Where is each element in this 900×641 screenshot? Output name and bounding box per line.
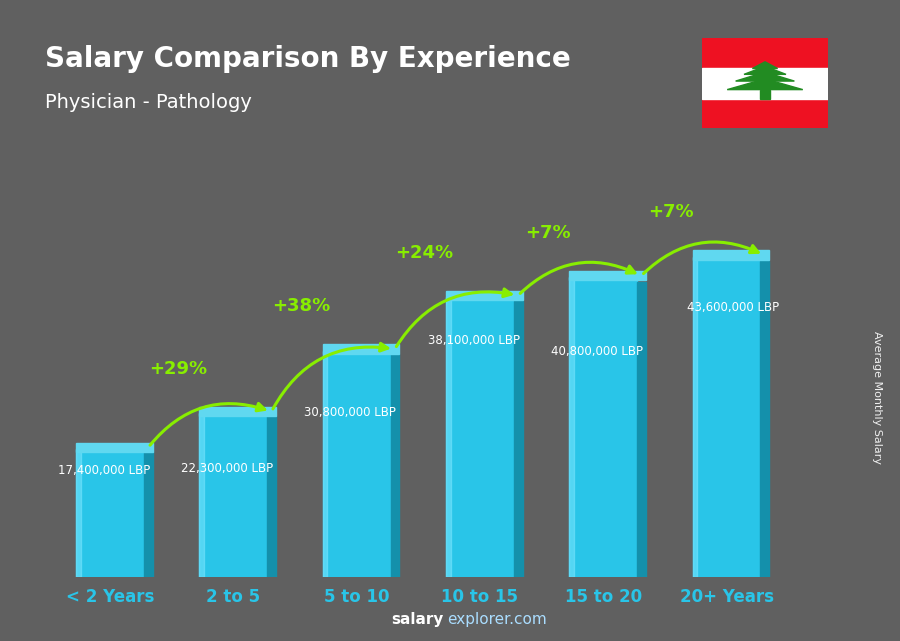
Bar	[760, 262, 770, 577]
Polygon shape	[744, 66, 786, 74]
Bar	[693, 256, 698, 577]
Text: +29%: +29%	[148, 360, 207, 378]
Bar	[200, 413, 204, 577]
Text: 43,600,000 LBP: 43,600,000 LBP	[687, 301, 778, 314]
Bar	[702, 38, 828, 68]
Bar	[693, 251, 770, 260]
FancyArrowPatch shape	[644, 242, 758, 274]
Text: +7%: +7%	[648, 203, 694, 221]
Polygon shape	[727, 79, 803, 90]
FancyArrowPatch shape	[396, 289, 511, 347]
Text: Physician - Pathology: Physician - Pathology	[45, 93, 252, 112]
Text: +38%: +38%	[272, 297, 330, 315]
Bar	[702, 68, 828, 99]
Bar	[570, 277, 637, 577]
Bar	[76, 443, 153, 453]
Bar	[200, 413, 267, 577]
Text: 38,100,000 LBP: 38,100,000 LBP	[428, 335, 519, 347]
Bar	[570, 277, 574, 577]
Text: 30,800,000 LBP: 30,800,000 LBP	[304, 406, 396, 419]
Text: 17,400,000 LBP: 17,400,000 LBP	[58, 464, 150, 477]
Polygon shape	[735, 72, 795, 81]
Bar	[76, 449, 144, 577]
Text: +7%: +7%	[525, 224, 571, 242]
FancyArrowPatch shape	[520, 262, 634, 294]
Text: explorer.com: explorer.com	[447, 612, 547, 627]
Text: Salary Comparison By Experience: Salary Comparison By Experience	[45, 45, 571, 73]
Bar	[323, 344, 400, 354]
Text: 40,800,000 LBP: 40,800,000 LBP	[551, 345, 643, 358]
Bar	[144, 451, 153, 577]
Bar	[323, 351, 391, 577]
Polygon shape	[752, 62, 778, 69]
Bar	[267, 415, 276, 577]
Text: 22,300,000 LBP: 22,300,000 LBP	[181, 462, 274, 476]
Bar	[514, 301, 523, 577]
Bar	[570, 271, 646, 280]
Bar	[446, 291, 523, 300]
Text: salary: salary	[392, 612, 444, 627]
Bar	[637, 282, 646, 577]
Bar	[446, 297, 451, 577]
FancyArrowPatch shape	[150, 403, 265, 445]
Text: +24%: +24%	[395, 244, 454, 262]
Bar	[200, 407, 276, 416]
Bar	[446, 297, 514, 577]
Bar	[323, 351, 328, 577]
Text: Average Monthly Salary: Average Monthly Salary	[872, 331, 883, 464]
Bar	[693, 256, 760, 577]
FancyArrowPatch shape	[273, 344, 388, 409]
Bar	[760, 90, 770, 99]
Bar	[702, 99, 828, 128]
Bar	[391, 354, 400, 577]
Bar	[76, 449, 81, 577]
